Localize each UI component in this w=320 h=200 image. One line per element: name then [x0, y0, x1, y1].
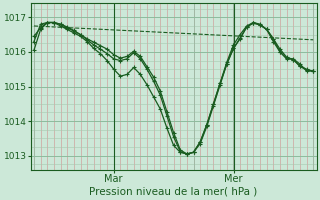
- X-axis label: Pression niveau de la mer( hPa ): Pression niveau de la mer( hPa ): [90, 187, 258, 197]
